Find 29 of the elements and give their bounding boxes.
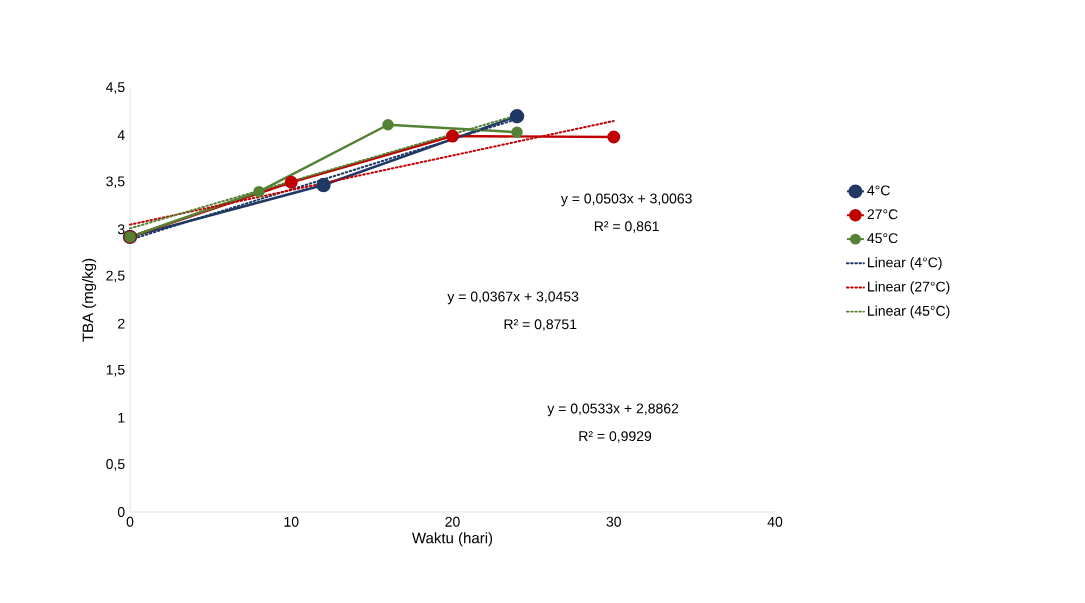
annotation: y = 0,0533x + 2,8862 [547, 403, 679, 417]
y-tick-label: 3 [117, 224, 125, 235]
legend-label: Linear (27°C) [868, 281, 950, 295]
x-tick-label: 30 [606, 516, 621, 527]
y-tick-label: 1,5 [106, 364, 125, 377]
legend-label: 4°C [867, 185, 890, 196]
x-tick-label: 0 [126, 516, 134, 527]
annotation: y = 0,0367x + 3,0453 [447, 291, 579, 305]
y-tick-label: 1 [118, 412, 125, 423]
y-tick-label: 4,5 [106, 82, 125, 94]
y-tick-label: 2,5 [106, 270, 125, 283]
annotation: R² = 0,9929 [579, 431, 652, 443]
y-tick-label: 2 [118, 318, 125, 329]
y-tick-label: 4 [117, 130, 125, 140]
annotation: R² = 0,861 [594, 221, 659, 233]
x-tick-label: 20 [445, 516, 460, 527]
y-axis-title: TBA (mg/kg) [82, 258, 97, 342]
x-tick-label: 40 [767, 516, 783, 527]
legend-label: Linear (45°C) [868, 305, 950, 319]
y-tick-label: 0 [117, 507, 125, 517]
y-tick-label: 0,5 [106, 459, 125, 471]
annotation: R² = 0,8751 [504, 319, 577, 331]
y-tick-label: 3,5 [106, 176, 125, 189]
legend-label: Linear (4°C) [868, 257, 942, 271]
annotation: y = 0,0503x + 3,0063 [560, 193, 692, 207]
x-axis-title: Waktu (hari) [412, 532, 493, 547]
legend-label: 45°C [867, 233, 898, 244]
legend-label: 27°C [867, 209, 898, 220]
x-tick-label: 10 [284, 516, 299, 527]
